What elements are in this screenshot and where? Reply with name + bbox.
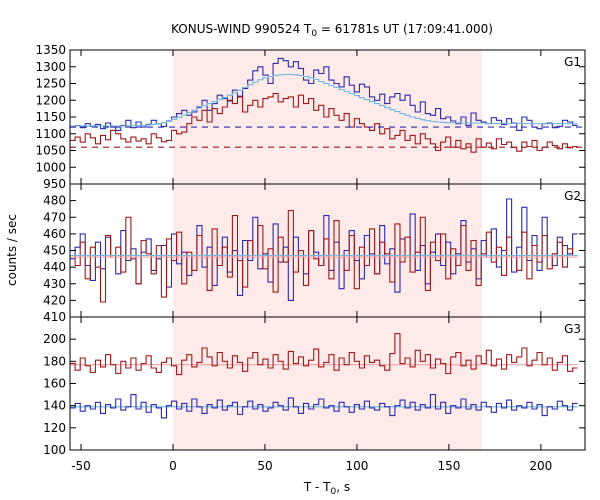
ytick-label: 460 bbox=[43, 227, 66, 241]
ytick-label: 1300 bbox=[35, 60, 66, 74]
ytick-label: 410 bbox=[43, 310, 66, 324]
ytick-label: 1150 bbox=[35, 110, 66, 124]
ytick-label: 1350 bbox=[35, 43, 66, 57]
series-g3-blue bbox=[70, 394, 578, 419]
ytick-label: 1050 bbox=[35, 144, 66, 158]
x-axis-label: T - T0, s bbox=[303, 480, 350, 497]
series-g1-cyan bbox=[70, 73, 578, 127]
ytick-label: 1100 bbox=[35, 127, 66, 141]
ytick-label: 200 bbox=[43, 332, 66, 346]
panel-label-g3: G3 bbox=[564, 322, 581, 336]
ytick-label: 1200 bbox=[35, 93, 66, 107]
ytick-label: 140 bbox=[43, 399, 66, 413]
x-axis-label-post: , s bbox=[336, 480, 350, 494]
ytick-label: 1000 bbox=[35, 160, 66, 174]
xtick-label: 200 bbox=[529, 459, 552, 473]
xtick-label: 100 bbox=[345, 459, 368, 473]
xtick-label: 150 bbox=[437, 459, 460, 473]
ytick-label: 100 bbox=[43, 443, 66, 457]
series-g1-blue bbox=[70, 57, 578, 131]
xtick-label: -50 bbox=[71, 459, 91, 473]
ytick-label: 450 bbox=[43, 244, 66, 258]
ytick-label: 470 bbox=[43, 210, 66, 224]
panel-label-g1: G1 bbox=[564, 55, 581, 69]
ytick-label: 1250 bbox=[35, 77, 66, 91]
series-g1-red bbox=[70, 92, 578, 153]
ytick-label: 480 bbox=[43, 194, 66, 208]
y-axis-label: counts / sec bbox=[5, 214, 19, 286]
ytick-label: 160 bbox=[43, 377, 66, 391]
series-g3-red bbox=[70, 333, 578, 376]
xtick-label: 0 bbox=[169, 459, 177, 473]
ytick-label: 430 bbox=[43, 277, 66, 291]
x-axis-label-sub: 0 bbox=[331, 487, 337, 497]
x-axis-label-pre: T - T bbox=[303, 480, 331, 494]
chart-title: KONUS-WIND 990524 T0 = 61781s UT (17:09:… bbox=[171, 22, 493, 39]
ytick-label: 440 bbox=[43, 260, 66, 274]
chart-title-sub: 0 bbox=[311, 29, 317, 39]
chart-title-pre: KONUS-WIND 990524 T bbox=[171, 22, 312, 36]
chart-title-post: = 61781s UT (17:09:41.000) bbox=[317, 22, 493, 36]
ytick-label: 120 bbox=[43, 421, 66, 435]
ytick-label: 950 bbox=[43, 177, 66, 191]
xtick-label: 50 bbox=[257, 459, 272, 473]
panel-label-g2: G2 bbox=[564, 189, 581, 203]
ytick-label: 420 bbox=[43, 293, 66, 307]
ytick-label: 180 bbox=[43, 354, 66, 368]
